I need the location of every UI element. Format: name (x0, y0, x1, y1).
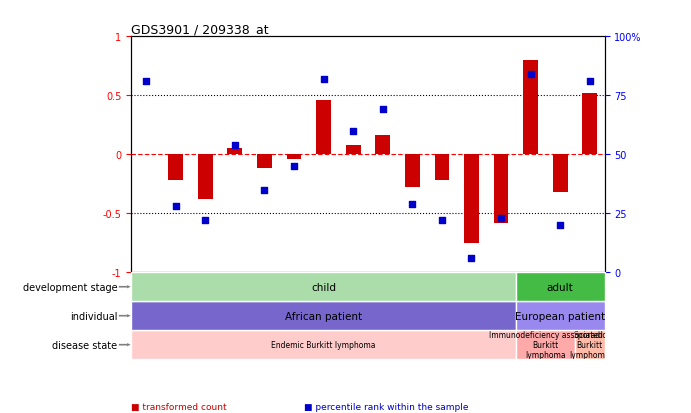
Text: ■ percentile rank within the sample: ■ percentile rank within the sample (304, 402, 468, 411)
Bar (198, 155, 213, 199)
Bar (346, 145, 361, 155)
Text: Immunodeficiency associated
Burkitt
lymphoma: Immunodeficiency associated Burkitt lymp… (489, 331, 603, 359)
Text: child: child (311, 282, 336, 292)
Point (377, 107, 388, 114)
Bar (583, 94, 597, 155)
Point (466, 255, 477, 262)
Bar (516, 273, 605, 301)
Text: individual: individual (70, 311, 117, 321)
Point (200, 218, 211, 224)
Point (348, 128, 359, 135)
Bar (405, 155, 419, 188)
Bar (257, 155, 272, 169)
Bar (516, 330, 575, 359)
Bar (516, 301, 605, 330)
Bar (464, 155, 479, 243)
Bar (227, 149, 243, 155)
Bar (493, 155, 509, 223)
Text: European patient: European patient (515, 311, 605, 321)
Point (555, 222, 566, 229)
Bar (287, 155, 301, 159)
Text: development stage: development stage (23, 282, 117, 292)
Point (288, 163, 299, 170)
Bar (375, 136, 390, 155)
Bar (435, 155, 449, 181)
Text: GDS3901 / 209338_at: GDS3901 / 209338_at (131, 23, 269, 36)
Bar (316, 101, 331, 155)
Point (437, 218, 448, 224)
Point (229, 142, 240, 149)
Bar (169, 155, 183, 181)
Bar (553, 155, 567, 192)
Text: disease state: disease state (53, 340, 117, 350)
Text: Endemic Burkitt lymphoma: Endemic Burkitt lymphoma (272, 340, 376, 349)
Point (525, 71, 536, 78)
Point (495, 215, 507, 222)
Bar (131, 301, 516, 330)
Text: adult: adult (547, 282, 574, 292)
Point (318, 76, 329, 83)
Text: Sporadic
Burkitt
lymphoma: Sporadic Burkitt lymphoma (569, 331, 610, 359)
Point (140, 78, 151, 85)
Point (170, 203, 181, 210)
Bar (131, 330, 516, 359)
Text: African patient: African patient (285, 311, 362, 321)
Bar (575, 330, 605, 359)
Point (585, 78, 596, 85)
Text: ■ transformed count: ■ transformed count (131, 402, 227, 411)
Point (259, 187, 270, 193)
Bar (523, 61, 538, 155)
Point (407, 201, 418, 208)
Bar (131, 273, 516, 301)
